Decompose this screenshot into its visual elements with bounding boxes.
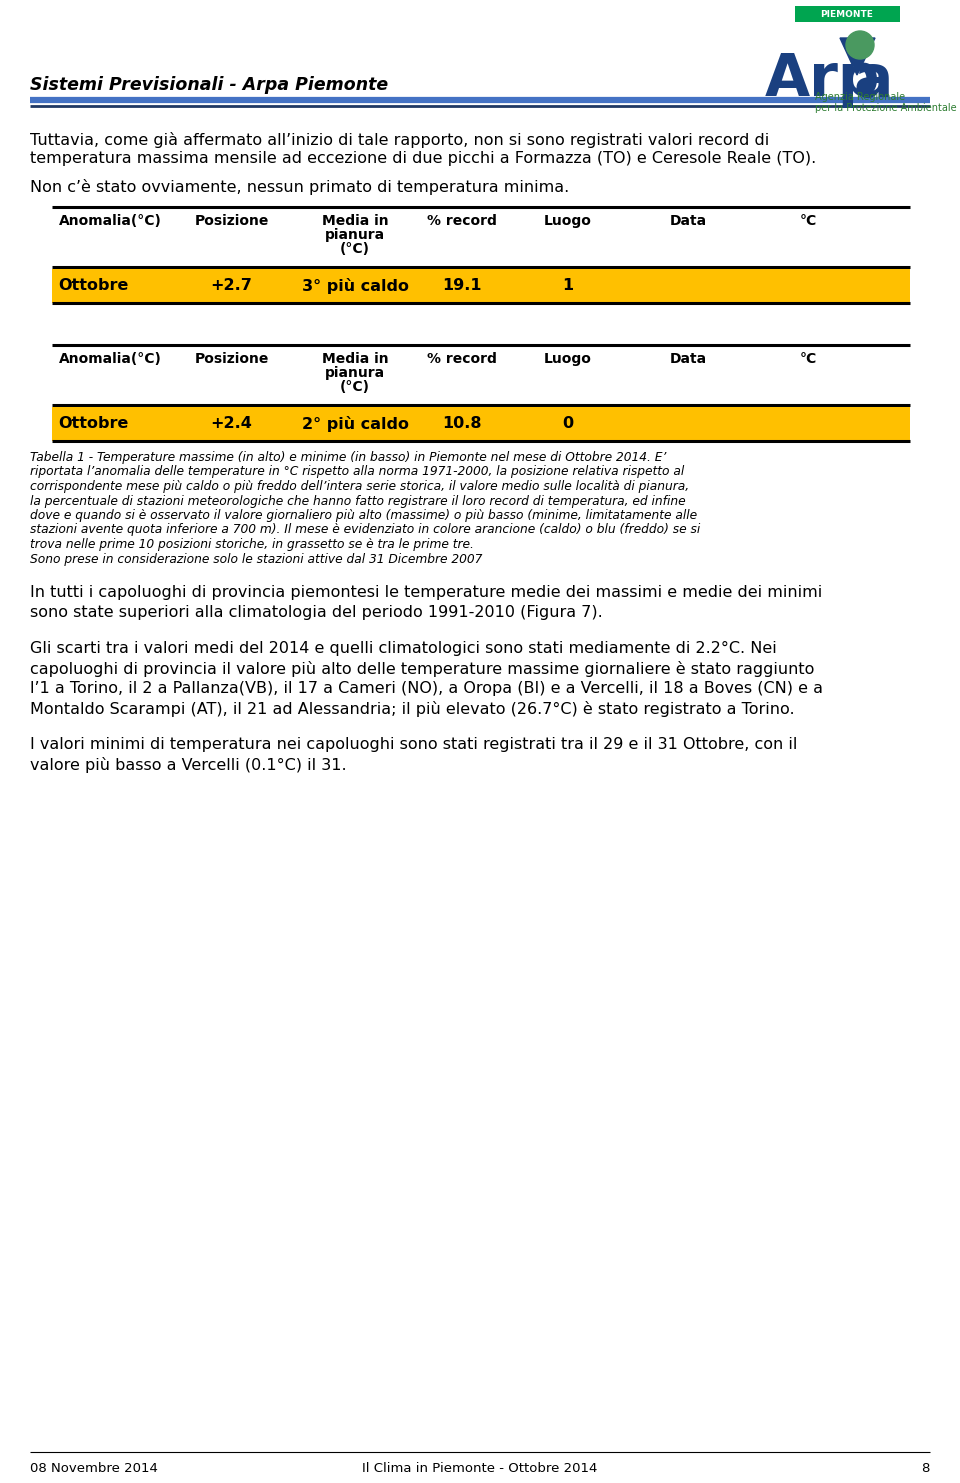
Text: % record: % record xyxy=(426,351,496,366)
Text: 1: 1 xyxy=(563,279,573,294)
Text: l’1 a Torino, il 2 a Pallanza(VB), il 17 a Cameri (NO), a Oropa (BI) e a Vercell: l’1 a Torino, il 2 a Pallanza(VB), il 17… xyxy=(30,681,823,696)
Text: 3° più caldo: 3° più caldo xyxy=(301,277,409,294)
Text: Arp: Arp xyxy=(765,52,880,108)
Text: la percentuale di stazioni meteorologiche che hanno fatto registrare il loro rec: la percentuale di stazioni meteorologich… xyxy=(30,494,685,507)
Text: +2.7: +2.7 xyxy=(210,279,252,294)
Text: a: a xyxy=(853,52,893,108)
Polygon shape xyxy=(840,39,875,76)
Text: Il Clima in Piemonte - Ottobre 2014: Il Clima in Piemonte - Ottobre 2014 xyxy=(362,1462,598,1476)
Text: Tabella 1 - Temperature massime (in alto) e minime (in basso) in Piemonte nel me: Tabella 1 - Temperature massime (in alto… xyxy=(30,451,666,464)
Text: Gli scarti tra i valori medi del 2014 e quelli climatologici sono stati mediamen: Gli scarti tra i valori medi del 2014 e … xyxy=(30,641,777,655)
Text: sono state superiori alla climatologia del periodo 1991-2010 (Figura 7).: sono state superiori alla climatologia d… xyxy=(30,605,603,620)
Text: trova nelle prime 10 posizioni storiche, in grassetto se è tra le prime tre.: trova nelle prime 10 posizioni storiche,… xyxy=(30,538,474,552)
Text: Data: Data xyxy=(669,214,707,228)
Text: Posizione: Posizione xyxy=(194,214,269,228)
Text: capoluoghi di provincia il valore più alto delle temperature massime giornaliere: capoluoghi di provincia il valore più al… xyxy=(30,661,814,678)
Text: °C: °C xyxy=(800,214,817,228)
Text: 19.1: 19.1 xyxy=(442,279,481,294)
Text: 10.8: 10.8 xyxy=(442,417,481,432)
Circle shape xyxy=(846,31,874,59)
Text: valore più basso a Vercelli (0.1°C) il 31.: valore più basso a Vercelli (0.1°C) il 3… xyxy=(30,756,347,773)
Bar xyxy=(52,406,910,440)
Text: Data: Data xyxy=(669,351,707,366)
Text: +2.4: +2.4 xyxy=(210,417,252,432)
Text: Non c’è stato ovviamente, nessun primato di temperatura minima.: Non c’è stato ovviamente, nessun primato… xyxy=(30,179,569,194)
Text: riportata l’anomalia delle temperature in °C rispetto alla norma 1971-2000, la p: riportata l’anomalia delle temperature i… xyxy=(30,466,684,479)
Text: temperatura massima mensile ad eccezione di due picchi a Formazza (TO) e Ceresol: temperatura massima mensile ad eccezione… xyxy=(30,151,816,166)
Text: (°C): (°C) xyxy=(340,242,370,257)
Text: Anomalia(°C): Anomalia(°C) xyxy=(59,351,161,366)
Text: °C: °C xyxy=(800,351,817,366)
Text: 2° più caldo: 2° più caldo xyxy=(301,417,409,432)
Text: PIEMONTE: PIEMONTE xyxy=(821,10,874,19)
Text: Luogo: Luogo xyxy=(544,351,592,366)
Text: Sistemi Previsionali - Arpa Piemonte: Sistemi Previsionali - Arpa Piemonte xyxy=(30,76,388,93)
Text: pianura: pianura xyxy=(324,366,385,380)
Text: In tutti i capoluoghi di provincia piemontesi le temperature medie dei massimi e: In tutti i capoluoghi di provincia piemo… xyxy=(30,584,823,601)
Bar xyxy=(52,268,910,303)
Text: I valori minimi di temperatura nei capoluoghi sono stati registrati tra il 29 e : I valori minimi di temperatura nei capol… xyxy=(30,737,798,752)
Text: Agenzia Regionale: Agenzia Regionale xyxy=(815,92,905,102)
Text: Media in: Media in xyxy=(322,351,388,366)
Text: per la Protezione Ambientale: per la Protezione Ambientale xyxy=(815,102,956,113)
Text: dove e quando si è osservato il valore giornaliero più alto (massime) o più bass: dove e quando si è osservato il valore g… xyxy=(30,509,697,522)
Text: Ottobre: Ottobre xyxy=(58,279,129,294)
Text: Anomalia(°C): Anomalia(°C) xyxy=(59,214,161,228)
Text: Posizione: Posizione xyxy=(194,351,269,366)
Bar xyxy=(795,6,900,22)
Text: Sono prese in considerazione solo le stazioni attive dal 31 Dicembre 2007: Sono prese in considerazione solo le sta… xyxy=(30,553,482,565)
Text: 08 Novembre 2014: 08 Novembre 2014 xyxy=(30,1462,157,1476)
Text: Montaldo Scarampi (AT), il 21 ad Alessandria; il più elevato (26.7°C) è stato re: Montaldo Scarampi (AT), il 21 ad Alessan… xyxy=(30,701,795,716)
Text: % record: % record xyxy=(426,214,496,228)
Text: 0: 0 xyxy=(563,417,573,432)
Text: Luogo: Luogo xyxy=(544,214,592,228)
Text: corrispondente mese più caldo o più freddo dell’intera serie storica, il valore : corrispondente mese più caldo o più fred… xyxy=(30,480,689,492)
Text: Media in: Media in xyxy=(322,214,388,228)
Text: stazioni avente quota inferiore a 700 m). Il mese è evidenziato in colore aranci: stazioni avente quota inferiore a 700 m)… xyxy=(30,523,700,537)
Text: (°C): (°C) xyxy=(340,380,370,394)
Text: pianura: pianura xyxy=(324,228,385,242)
Text: Tuttavia, come già affermato all’inizio di tale rapporto, non si sono registrati: Tuttavia, come già affermato all’inizio … xyxy=(30,132,769,148)
Text: Ottobre: Ottobre xyxy=(58,417,129,432)
Text: 8: 8 xyxy=(922,1462,930,1476)
